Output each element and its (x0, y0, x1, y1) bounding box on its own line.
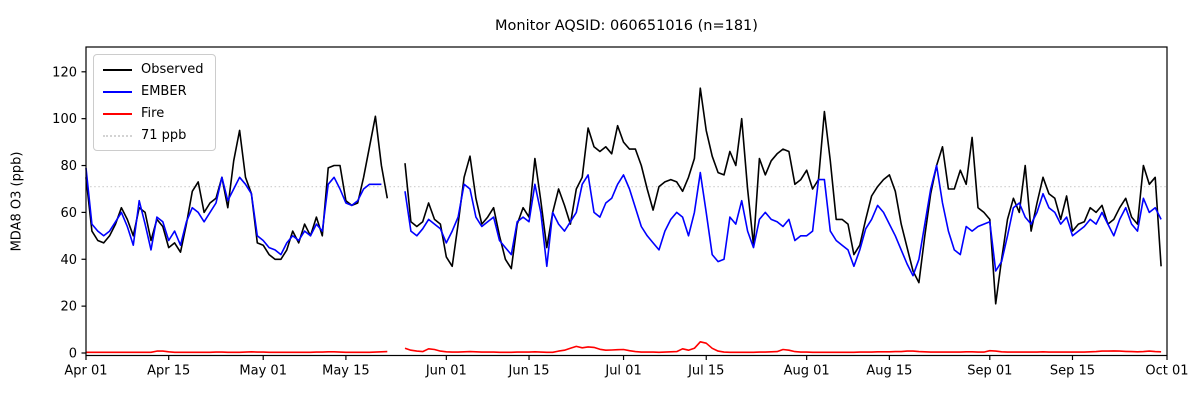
series-line-fire (404, 340, 1162, 354)
y-tick-label: 40 (60, 253, 77, 268)
legend: Observed EMBER Fire 71 ppb (93, 54, 216, 151)
legend-label: Observed (141, 62, 204, 77)
y-tick-label: 80 (60, 159, 77, 174)
x-tick-label: Jul 01 (604, 364, 641, 379)
legend-item-ember: EMBER (103, 84, 204, 99)
x-tick-label: Aug 01 (784, 364, 830, 379)
legend-item-threshold: 71 ppb (103, 128, 204, 143)
y-tick-label: 60 (60, 206, 77, 221)
x-tick-label: Oct 01 (1145, 364, 1188, 379)
legend-label: 71 ppb (141, 128, 187, 143)
legend-label: EMBER (141, 84, 187, 99)
threshold-line-swatch (103, 134, 132, 137)
x-tick-label: Jul 15 (687, 364, 724, 379)
series-line-ember (85, 167, 382, 256)
x-tick-label: Apr 15 (147, 364, 190, 379)
y-tick-label: 20 (60, 300, 77, 315)
x-tick-label: Jun 01 (425, 364, 467, 379)
y-tick-label: 100 (52, 112, 77, 127)
x-tick-label: Jun 15 (508, 364, 550, 379)
x-tick-label: Sep 15 (1050, 364, 1095, 379)
x-tick-label: May 15 (322, 364, 370, 379)
ember-line-swatch (103, 90, 132, 93)
x-tick-label: Aug 15 (866, 364, 912, 379)
legend-label: Fire (141, 106, 165, 121)
x-tick-label: Apr 01 (64, 364, 107, 379)
plot-frame (85, 46, 1168, 357)
x-tick-label: Sep 01 (967, 364, 1012, 379)
fire-line-swatch (103, 112, 132, 115)
series-line-fire (86, 350, 388, 354)
y-tick-label: 120 (52, 65, 77, 80)
legend-item-observed: Observed (103, 62, 204, 77)
series-line-ember (404, 164, 1162, 277)
x-tick-label: May 01 (239, 364, 287, 379)
y-tick-label: 0 (69, 347, 77, 362)
series-line-observed (404, 87, 1162, 305)
chart-title: Monitor AQSID: 060651016 (n=181) (495, 18, 758, 34)
legend-item-fire: Fire (103, 106, 204, 121)
observed-line-swatch (103, 68, 132, 71)
